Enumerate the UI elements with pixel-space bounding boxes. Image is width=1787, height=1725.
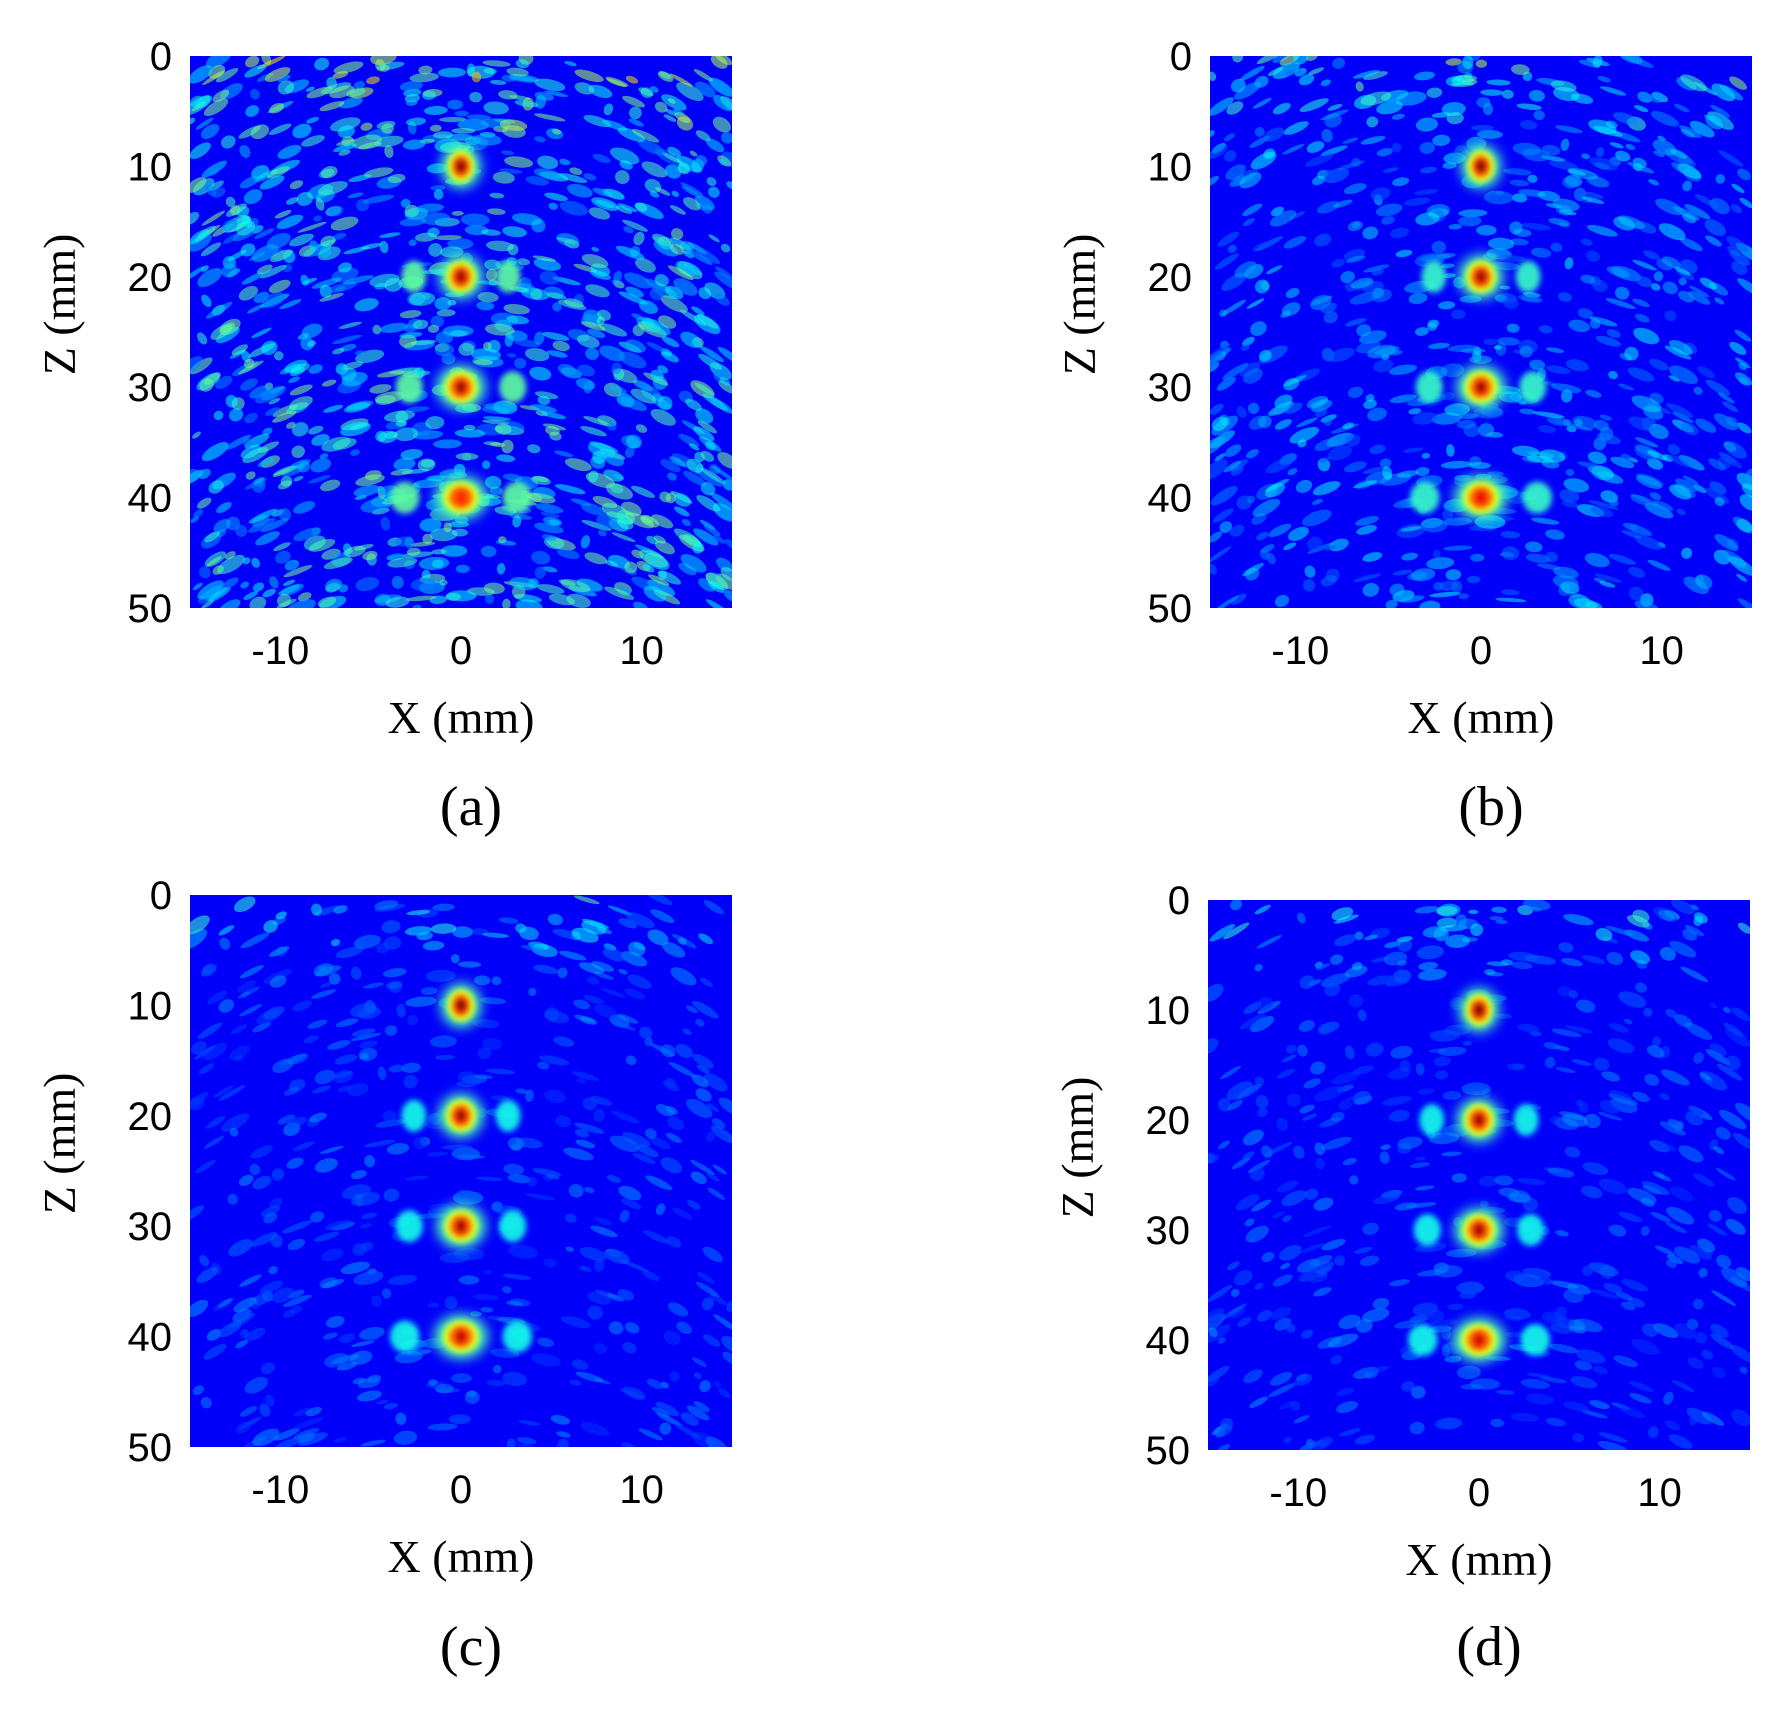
x-tick-label: 10 xyxy=(1637,1471,1682,1515)
targets-layer xyxy=(1407,988,1551,1362)
point-target-3 xyxy=(395,365,527,410)
x-tick-label: 0 xyxy=(1468,1471,1490,1515)
point-target-4 xyxy=(1409,475,1553,520)
x-tick-label: 10 xyxy=(619,629,664,673)
y-tick-label: 40 xyxy=(1146,1319,1191,1363)
heatmap-background xyxy=(1208,900,1750,1450)
y-tick-label: 50 xyxy=(128,1426,173,1470)
panel-c: 0 10 20 30 40 50 -10 0 10 X (mm) Z (mm) (c) xyxy=(34,874,732,1678)
x-axis-label: X (mm) xyxy=(1408,692,1555,743)
x-tick-label: -10 xyxy=(251,629,309,673)
y-tick-label: 10 xyxy=(128,145,173,189)
y-tick-label: 40 xyxy=(128,1316,173,1360)
x-axis-label: X (mm) xyxy=(1406,1534,1553,1585)
panel-a: 0 10 20 30 40 50 -10 0 10 X (mm) Z (mm) (a) xyxy=(34,35,732,838)
y-tick-label: 0 xyxy=(150,874,172,918)
point-target-2 xyxy=(1421,254,1541,299)
y-tick-label: 30 xyxy=(1148,366,1193,410)
point-target-1 xyxy=(440,144,482,189)
point-target-1 xyxy=(1458,988,1500,1032)
targets-layer xyxy=(1409,144,1553,520)
y-tick-label: 20 xyxy=(128,1095,173,1139)
panel-d: 0 10 20 30 40 50 -10 0 10 X (mm) Z (mm) (d) xyxy=(1052,879,1750,1678)
y-tick-label: 30 xyxy=(1146,1209,1191,1253)
point-target-3 xyxy=(1415,365,1547,410)
point-target-4 xyxy=(389,475,533,520)
x-axis-label: X (mm) xyxy=(388,1531,535,1582)
speckle-layer xyxy=(190,56,732,608)
y-tick-label: 30 xyxy=(128,366,173,410)
y-tick-label: 10 xyxy=(1148,145,1193,189)
point-target-1 xyxy=(440,983,482,1028)
targets-layer xyxy=(389,144,533,520)
y-axis-label: Z (mm) xyxy=(1054,234,1105,376)
panel-label: (c) xyxy=(440,1616,502,1678)
panel-label: (d) xyxy=(1456,1616,1521,1678)
x-tick-label: -10 xyxy=(251,1468,309,1512)
panels-group: 0 10 20 30 40 50 -10 0 10 X (mm) Z (mm) (a) 0 10 20 30 4… xyxy=(34,35,1752,1678)
x-tick-label: 10 xyxy=(619,1468,664,1512)
y-tick-label: 30 xyxy=(128,1205,173,1249)
x-tick-label: -10 xyxy=(1269,1471,1327,1515)
y-tick-label: 0 xyxy=(150,35,172,79)
y-tick-label: 10 xyxy=(128,984,173,1028)
point-target-4 xyxy=(1407,1318,1551,1362)
y-tick-label: 0 xyxy=(1170,35,1192,79)
point-target-2 xyxy=(401,1093,521,1138)
point-target-1 xyxy=(1460,144,1502,189)
x-tick-label: 0 xyxy=(450,1468,472,1512)
x-tick-label: 0 xyxy=(1470,629,1492,673)
y-axis-label: Z (mm) xyxy=(34,1073,85,1215)
point-target-3 xyxy=(1413,1208,1545,1252)
point-target-2 xyxy=(401,254,521,299)
point-target-2 xyxy=(1419,1098,1539,1142)
x-tick-label: -10 xyxy=(1271,629,1329,673)
y-axis-label: Z (mm) xyxy=(34,234,85,376)
y-tick-label: 40 xyxy=(1148,477,1193,521)
x-axis-label: X (mm) xyxy=(388,692,535,743)
y-tick-label: 50 xyxy=(128,587,173,631)
y-tick-label: 40 xyxy=(128,477,173,521)
y-axis-label: Z (mm) xyxy=(1052,1077,1103,1219)
panel-b: 0 10 20 30 40 50 -10 0 10 X (mm) Z (mm) (b) xyxy=(1054,35,1752,838)
y-tick-label: 20 xyxy=(128,256,173,300)
speckle-layer xyxy=(1208,900,1750,1450)
point-target-3 xyxy=(395,1204,527,1249)
x-tick-label: 0 xyxy=(450,629,472,673)
y-tick-label: 20 xyxy=(1148,256,1193,300)
point-target-4 xyxy=(389,1314,533,1359)
y-tick-label: 10 xyxy=(1146,989,1191,1033)
y-tick-label: 20 xyxy=(1146,1099,1191,1143)
y-tick-label: 50 xyxy=(1146,1429,1191,1473)
speckle-layer xyxy=(1210,56,1752,608)
targets-layer xyxy=(389,983,533,1359)
y-tick-label: 50 xyxy=(1148,587,1193,631)
x-tick-label: 10 xyxy=(1639,629,1684,673)
panel-label: (b) xyxy=(1458,776,1523,838)
y-tick-label: 0 xyxy=(1168,879,1190,923)
panel-label: (a) xyxy=(440,776,502,838)
